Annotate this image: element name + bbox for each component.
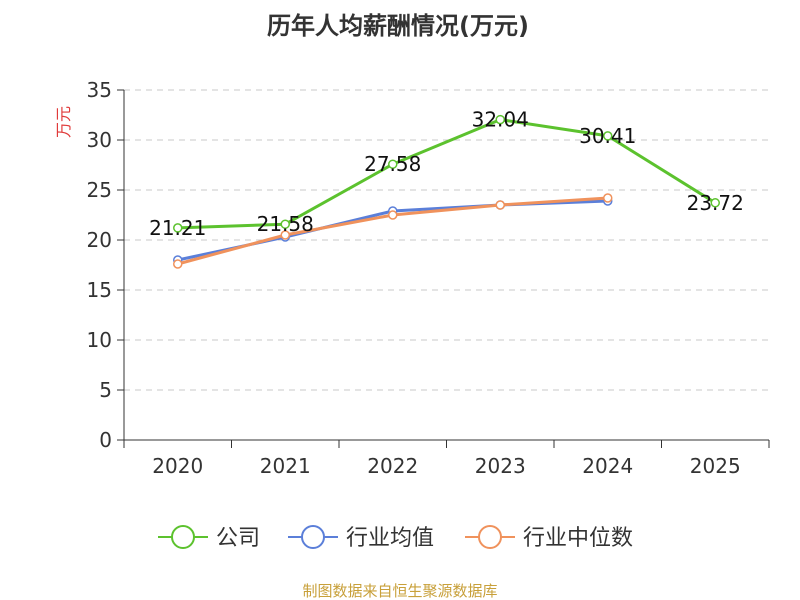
data-point	[603, 193, 613, 203]
data-point	[280, 219, 290, 229]
source-note: 制图数据来自恒生聚源数据库	[302, 582, 497, 600]
data-point	[173, 259, 183, 269]
series	[173, 114, 720, 269]
x-tick-label: 2025	[690, 454, 741, 478]
data-point	[280, 230, 290, 240]
data-point	[495, 114, 505, 125]
x-tick-label: 2023	[475, 454, 526, 478]
data-label: 30.41	[579, 124, 636, 148]
legend-label: 行业中位数	[523, 526, 633, 551]
y-tick-label: 25	[87, 178, 112, 202]
data-label: 21.21	[149, 216, 206, 240]
legend-marker-circle	[478, 525, 502, 549]
data-point	[388, 159, 398, 169]
data-label: 23.72	[687, 191, 744, 215]
chart-title: 历年人均薪酬情况(万元)	[267, 12, 529, 40]
legend: 公司 行业均值 行业中位数	[158, 525, 633, 551]
y-tick-label: 35	[87, 78, 112, 102]
data-point	[388, 210, 398, 220]
y-tick-label: 30	[87, 128, 112, 152]
y-tick-label: 5	[99, 378, 112, 402]
data-point	[495, 200, 505, 210]
x-tick-label: 2022	[367, 454, 418, 478]
legend-label: 公司	[216, 526, 260, 551]
data-label: 32.04	[472, 108, 529, 132]
y-tick-label: 15	[87, 278, 112, 302]
data-point	[173, 223, 183, 233]
data-label: 21.58	[257, 212, 314, 236]
y-tick-label: 0	[99, 428, 112, 452]
x-tick-label: 2020	[152, 454, 203, 478]
data-label: 27.58	[364, 152, 421, 176]
legend-marker-circle	[301, 525, 325, 549]
legend-label: 行业均值	[346, 526, 434, 551]
data-point	[710, 198, 720, 208]
legend-marker-circle	[171, 525, 195, 549]
y-tick-label: 20	[87, 228, 112, 252]
data-point	[603, 131, 613, 141]
data-labels: 21.21 21.58 27.58 32.04 30.41 23.72	[149, 108, 744, 240]
x-tick-label: 2021	[260, 454, 311, 478]
series-line	[177, 118, 717, 230]
y-tick-label: 10	[87, 328, 112, 352]
y-axis-label: 万元	[54, 106, 73, 138]
grid-lines	[124, 89, 769, 391]
x-tick-label: 2024	[582, 454, 633, 478]
